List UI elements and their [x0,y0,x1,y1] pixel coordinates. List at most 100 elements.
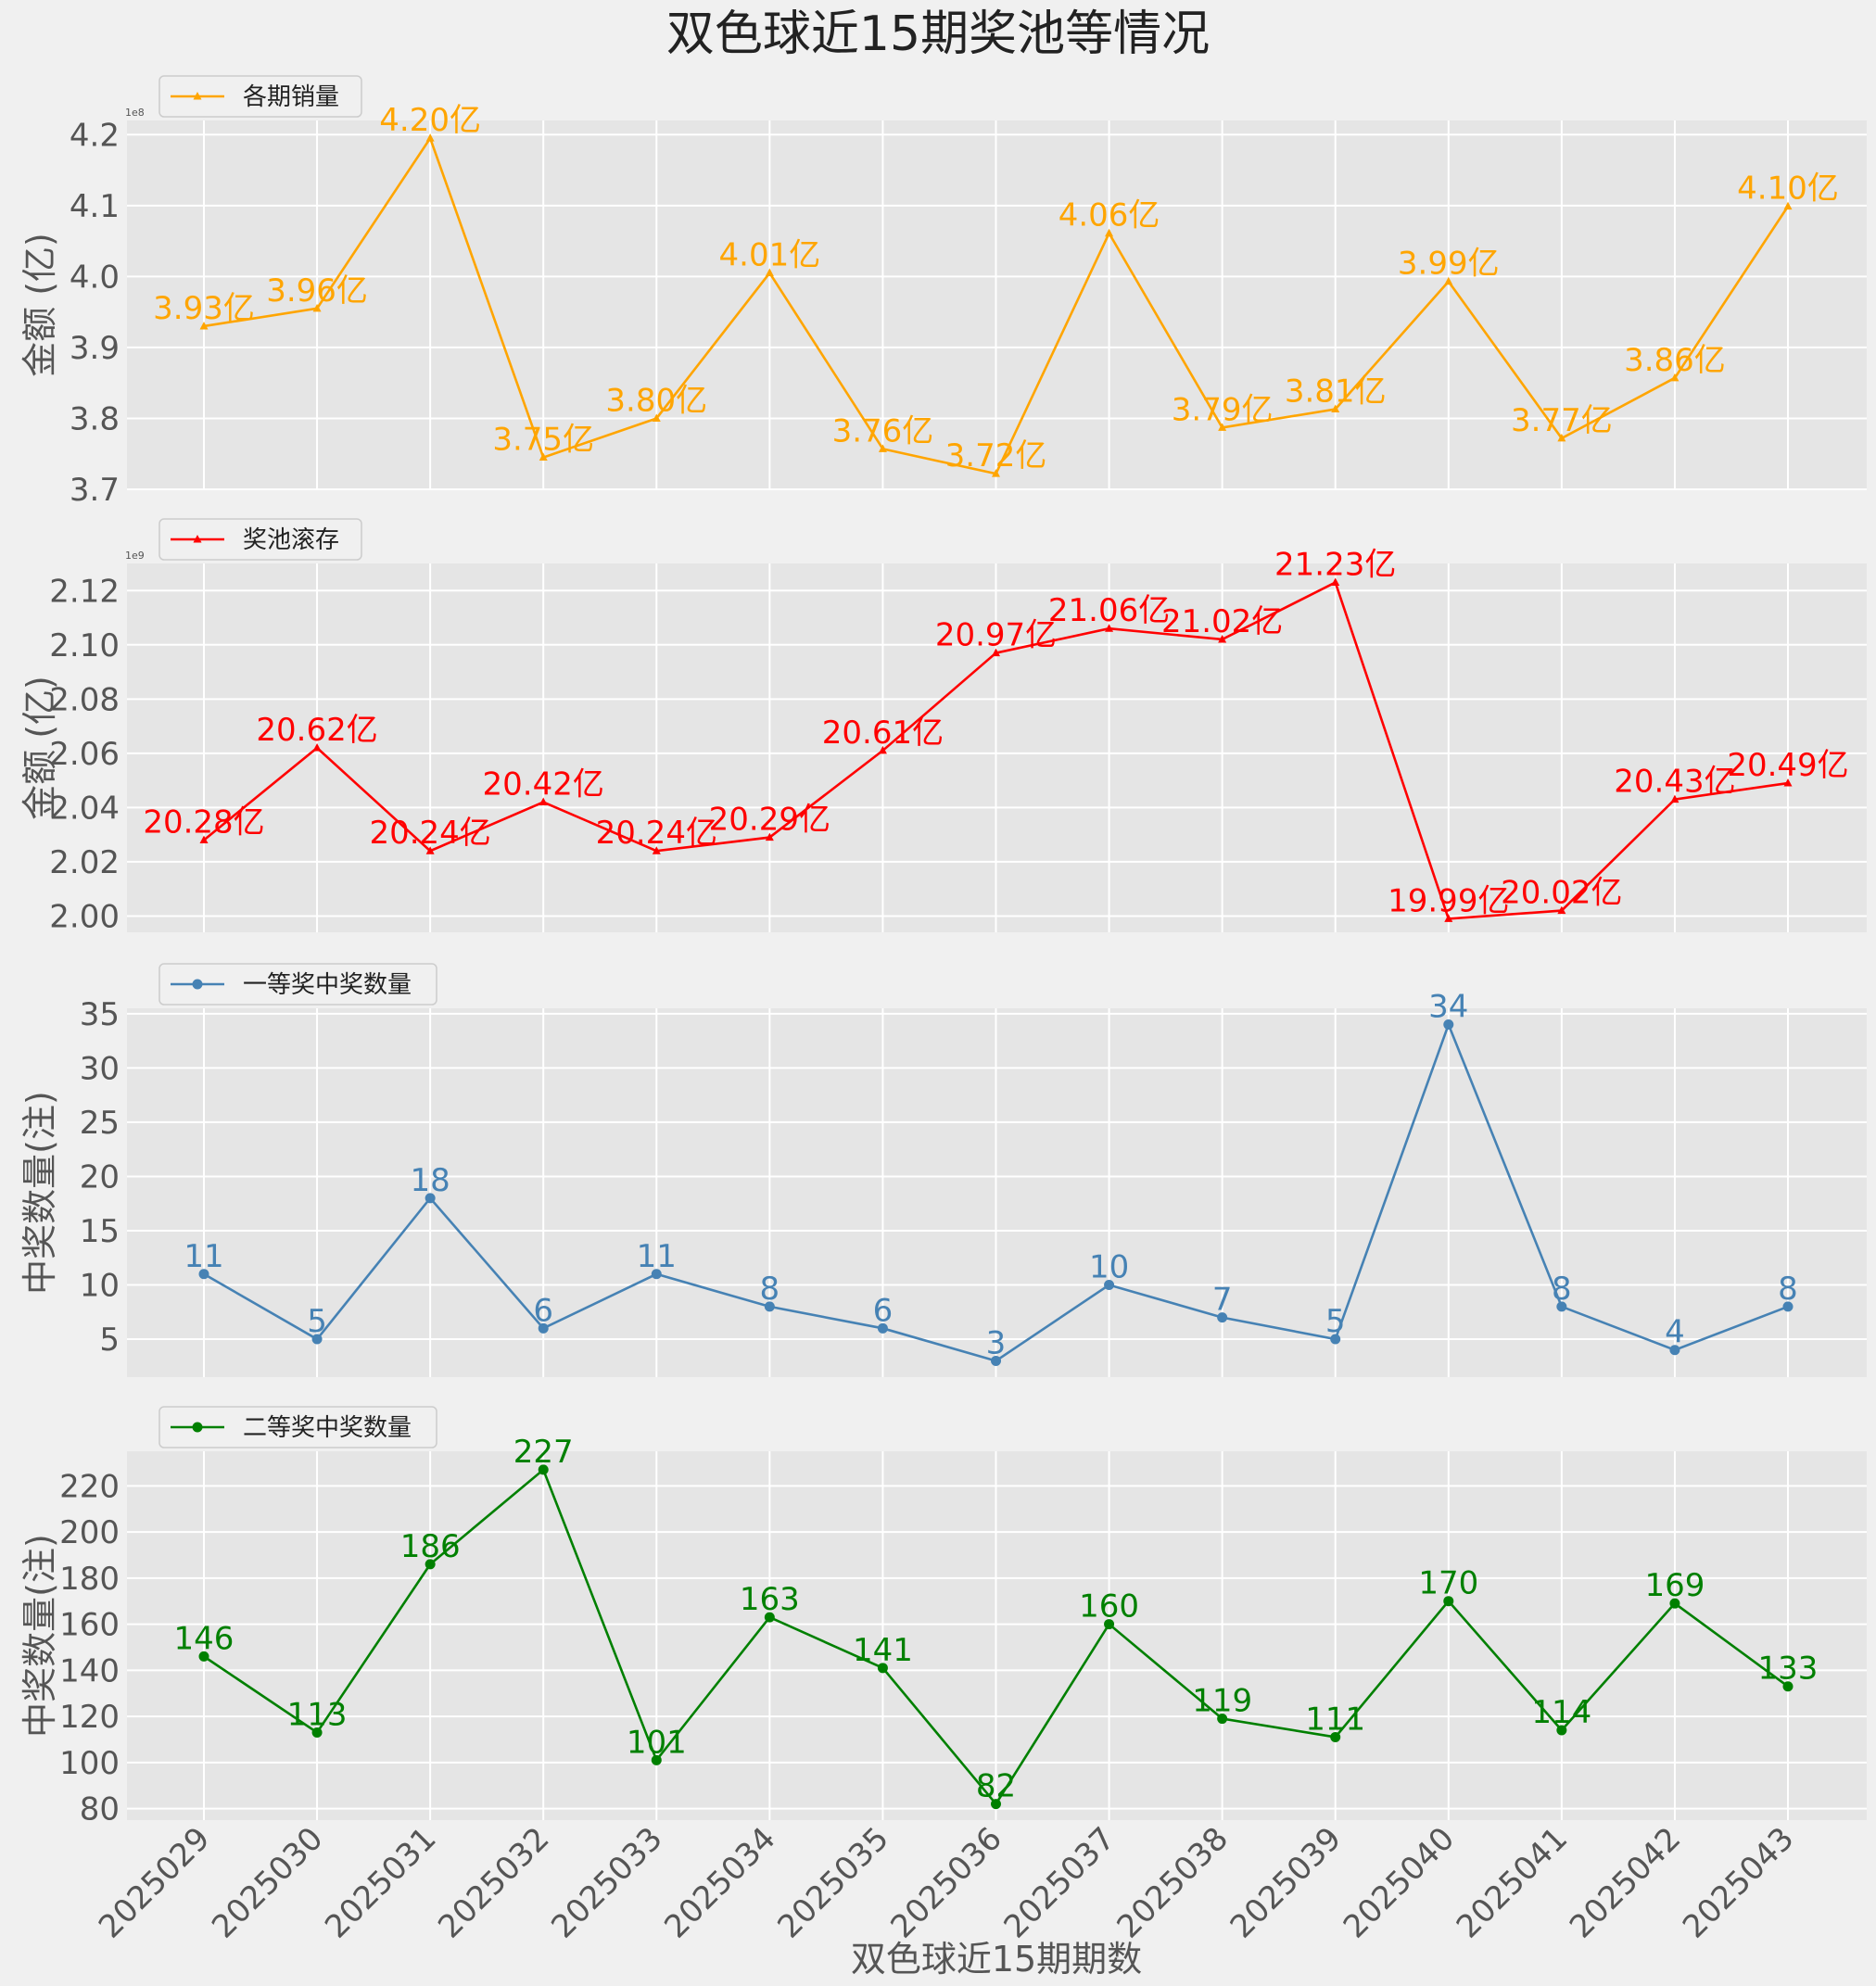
x-tick-label: 2025031 [318,1820,443,1945]
data-label: 20.28亿 [143,804,264,841]
data-point [1783,778,1793,787]
legend: 各期销量 [158,75,362,118]
data-label: 3.86亿 [1624,342,1726,379]
y-tick-label: 4.2 [70,117,120,154]
data-label: 7 [1212,1282,1233,1319]
x-tick-label: 2025042 [1563,1820,1688,1945]
data-point [1218,423,1227,431]
data-label: 169 [1644,1567,1705,1604]
data-point [991,1355,1001,1366]
legend: 二等奖中奖数量 [158,1406,437,1448]
data-label: 111 [1305,1701,1365,1738]
x-tick-label: 2025038 [1110,1820,1236,1945]
y-tick-label: 2.00 [49,898,120,935]
legend-box [158,1406,437,1448]
y-tick-label: 35 [80,996,120,1033]
data-label: 10 [1089,1249,1129,1286]
y-tick-label: 2.06 [49,736,120,773]
y-axis-label: 金额 (亿) [19,676,60,820]
data-label: 3.81亿 [1285,373,1387,411]
data-label: 160 [1079,1588,1139,1625]
x-axis-label: 双色球近15期期数 [851,1939,1142,1980]
y-tick-label: 3.8 [70,400,120,437]
data-point [425,1193,436,1204]
data-label: 20.62亿 [256,712,377,749]
y-axis-label: 金额 (亿) [19,233,60,377]
data-point [1331,577,1340,586]
data-point [1330,1334,1341,1345]
data-label: 227 [513,1434,574,1471]
y-tick-label: 25 [80,1105,120,1142]
data-label: 18 [411,1162,450,1199]
data-point [311,1334,323,1345]
legend: 一等奖中奖数量 [158,963,437,1006]
data-point [1105,624,1114,632]
data-label: 8 [760,1271,780,1308]
data-point [992,648,1000,657]
data-point [311,1727,323,1738]
data-label: 21.23亿 [1274,546,1396,583]
x-tick-label: 2025035 [770,1820,895,1945]
y-tick-label: 2.02 [49,844,120,881]
data-label: 6 [533,1292,553,1329]
data-point [878,444,887,452]
data-label: 21.02亿 [1161,603,1283,640]
x-axis: 2025029202503020250312025032202503320250… [92,1820,1801,1945]
data-point [1217,1714,1228,1725]
y-tick-label: 160 [59,1607,120,1644]
legend-label: 一等奖中奖数量 [243,971,412,999]
x-tick-label: 2025039 [1223,1820,1349,1945]
data-point [199,835,209,843]
x-tick-label: 2025037 [997,1820,1122,1945]
y-tick-label: 100 [59,1745,120,1782]
data-label: 3.93亿 [153,290,255,327]
data-label: 6 [873,1292,894,1329]
data-point [1557,433,1566,442]
data-point [992,469,1000,477]
data-point [651,1754,662,1765]
legend-label: 二等奖中奖数量 [243,1414,412,1442]
data-label: 5 [1325,1303,1346,1340]
data-label: 101 [627,1724,687,1761]
x-tick-label: 2025032 [431,1820,556,1945]
x-tick-label: 2025043 [1676,1820,1801,1945]
data-point [1217,1312,1228,1323]
legend-box [158,75,362,118]
y-tick-label: 140 [59,1652,120,1689]
y-tick-label: 10 [80,1268,120,1305]
data-point [1331,404,1340,413]
data-point [1782,1681,1794,1692]
data-label: 8 [1778,1271,1798,1308]
data-point [877,1322,888,1334]
data-point [538,1322,549,1334]
data-label: 11 [184,1238,223,1275]
data-label: 114 [1531,1694,1591,1731]
data-point [652,413,661,422]
y-tick-label: 2.04 [49,790,120,827]
data-label: 3.96亿 [266,272,368,310]
panel-4: 80 100 120 140 160 180 200 220 中奖数量(注) 146 113 186 2… [19,1406,1867,1828]
data-label: 82 [976,1768,1016,1805]
y-tick-label: 200 [59,1514,120,1551]
y-tick-label: 4.1 [70,188,120,225]
data-label: 20.97亿 [935,617,1057,654]
data-point [1330,1731,1341,1742]
data-label: 3 [986,1324,1007,1361]
data-label: 20.43亿 [1614,764,1735,801]
y-axis-label: 中奖数量(注) [19,1091,60,1295]
data-label: 119 [1192,1683,1252,1720]
data-label: 20.24亿 [369,815,490,852]
legend-box [158,963,437,1006]
y-tick-label: 15 [80,1213,120,1250]
data-point [652,846,661,854]
panels: 3.7 3.8 3.9 4.0 4.1 4.2 1e8 金额 (亿) 3.93亿 3.96亿 4.2… [19,75,1867,1828]
data-point [425,1559,436,1570]
data-label: 4.10亿 [1737,171,1839,208]
data-label: 113 [287,1696,348,1733]
y-tick-label: 3.7 [70,472,120,509]
x-tick-label: 2025041 [1450,1820,1575,1945]
data-label: 3.77亿 [1511,402,1613,439]
data-label: 21.06亿 [1048,592,1170,629]
data-label: 3.99亿 [1398,246,1500,283]
